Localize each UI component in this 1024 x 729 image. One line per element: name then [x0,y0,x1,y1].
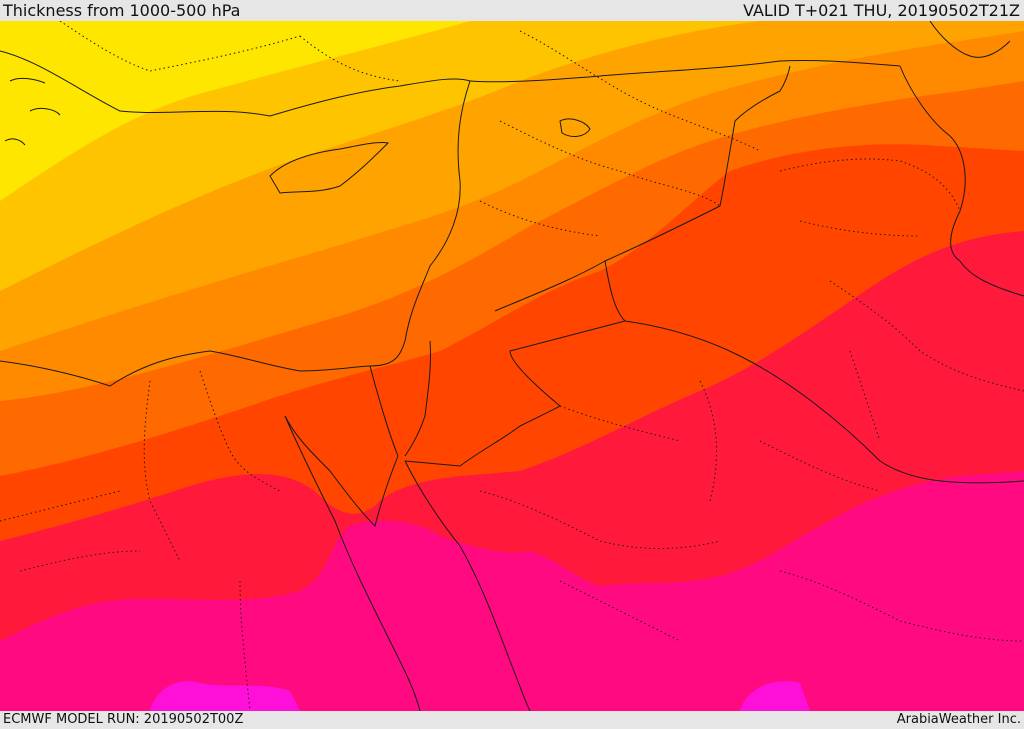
admin-boundaries [0,21,1024,711]
map-title: Thickness from 1000-500 hPa [3,1,241,20]
model-run: ECMWF MODEL RUN: 20190502T00Z [3,712,244,727]
header-bar: Thickness from 1000-500 hPa VALID T+021 … [0,0,1024,21]
coastlines [0,21,1024,711]
credit: ArabiaWeather Inc. [896,712,1021,727]
band-8 [0,471,1024,711]
valid-time: VALID T+021 THU, 20190502T21Z [743,1,1020,20]
footer-bar: ECMWF MODEL RUN: 20190502T00Z ArabiaWeat… [0,711,1024,729]
band-9 [150,681,810,711]
thickness-map[interactable] [0,21,1024,711]
map-canvas [0,21,1024,711]
